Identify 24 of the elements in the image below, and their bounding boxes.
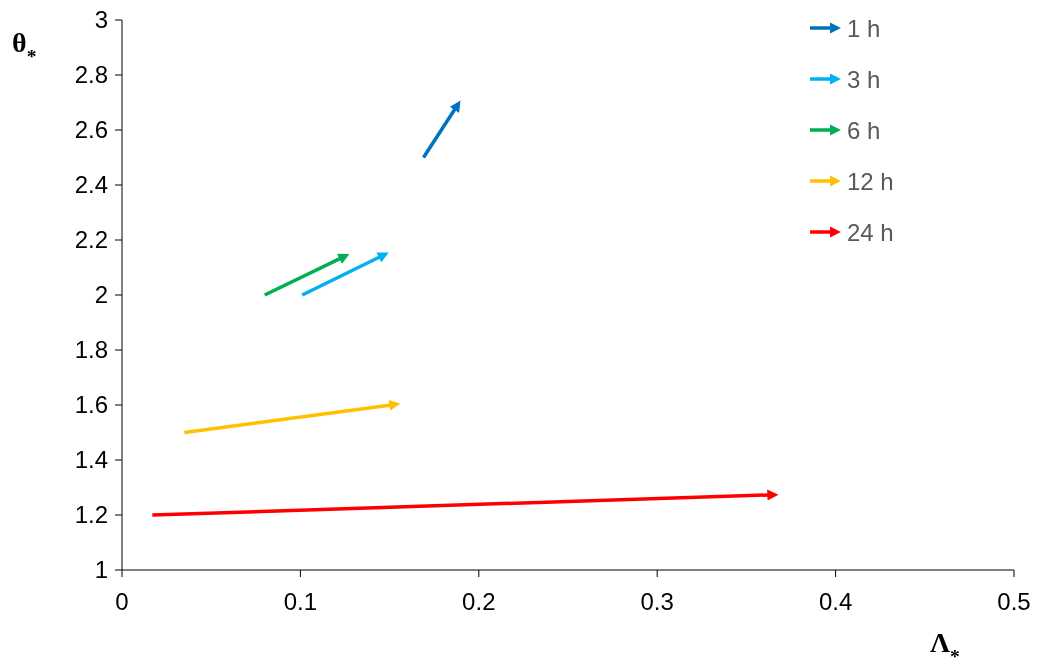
x-tick-label: 0.5 bbox=[997, 588, 1031, 615]
legend-label: 24 h bbox=[847, 219, 894, 246]
y-tick-label: 2.8 bbox=[74, 61, 108, 88]
y-tick-label: 2.4 bbox=[74, 171, 108, 198]
y-tick-label: 2.6 bbox=[74, 116, 108, 143]
x-tick-label: 0.2 bbox=[462, 588, 496, 615]
y-axis-title: θ$_{*}$ bbox=[12, 27, 37, 67]
x-axis-title: Λ$_{*}$ bbox=[930, 627, 960, 661]
y-tick-label: 3 bbox=[94, 6, 108, 33]
x-tick-label: 0.1 bbox=[283, 588, 318, 615]
legend-label: 12 h bbox=[847, 168, 894, 195]
x-tick-label: 0.3 bbox=[640, 588, 674, 615]
y-tick-label: 1.2 bbox=[74, 501, 108, 528]
legend-label: 6 h bbox=[847, 117, 881, 144]
y-tick-label: 1.8 bbox=[74, 336, 108, 363]
y-tick-label: 2 bbox=[94, 281, 108, 308]
y-tick-label: 1.4 bbox=[74, 446, 108, 473]
y-tick-label: 1.6 bbox=[74, 391, 108, 418]
x-tick-label: 0 bbox=[115, 588, 129, 615]
y-tick-label: 2.2 bbox=[74, 226, 108, 253]
legend-label: 3 h bbox=[847, 66, 881, 93]
y-tick-label: 1 bbox=[94, 556, 108, 583]
x-tick-label: 0.4 bbox=[818, 588, 853, 615]
legend-label: 1 h bbox=[847, 15, 881, 42]
